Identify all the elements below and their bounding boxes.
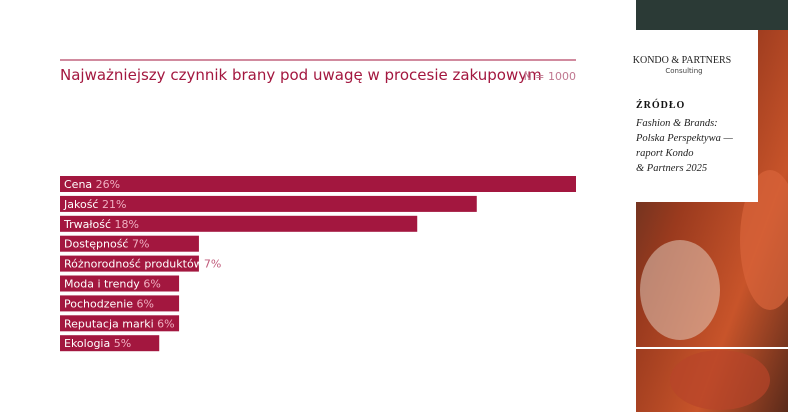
value-label: 7% — [132, 238, 149, 251]
chart-title: Najważniejszy czynnik brany pod uwagę w … — [60, 66, 542, 84]
category-label: Trwałość — [63, 218, 111, 231]
bar-label: Ekologia 5% — [64, 337, 131, 350]
bar — [60, 335, 160, 352]
bar-label: Dostępność 7% — [64, 238, 149, 251]
value-label: 6% — [157, 317, 174, 330]
bar — [60, 315, 180, 332]
category-label: Ekologia — [64, 337, 110, 350]
bar-label: Cena 26% — [64, 178, 120, 191]
value-label: 6% — [143, 278, 160, 291]
bar — [60, 275, 180, 292]
bar — [60, 176, 576, 192]
value-label: 26% — [96, 178, 120, 191]
bar-label: Pochodzenie 6% — [64, 297, 154, 310]
bar — [60, 295, 180, 312]
bar-label: Trwałość 18% — [63, 218, 139, 231]
bar-label: Reputacja marki 6% — [64, 317, 175, 330]
source-text: Fashion & Brands: Polska Perspektywa — rap… — [635, 118, 733, 174]
value-label: 7% — [204, 258, 221, 271]
bar — [60, 195, 477, 212]
bar-label: Różnorodność produktów — [64, 258, 203, 271]
bar — [60, 255, 199, 272]
bars: Cena 26% Jakość 21% Trwałość 18% Dostępność… — [60, 176, 576, 352]
category-label: Dostępność — [64, 238, 128, 251]
value-label: 21% — [102, 198, 126, 211]
bar-label: Jakość 21% — [63, 198, 126, 211]
source-line: Polska Perspektywa — — [635, 133, 733, 144]
source-line: raport Kondo — [636, 148, 693, 159]
value-label: 6% — [137, 297, 154, 310]
category-label: Jakość — [63, 198, 98, 211]
source-line: Fashion & Brands: — [635, 118, 718, 129]
category-label: Pochodzenie — [64, 297, 133, 310]
category-label: Reputacja marki — [64, 317, 154, 330]
category-label: Różnorodność produktów — [64, 258, 203, 271]
bar — [60, 235, 199, 252]
source-line: & Partners 2025 — [636, 163, 707, 174]
category-label: Cena — [64, 178, 92, 191]
value-label: 5% — [114, 337, 131, 350]
bar-label: Moda i trendy 6% — [64, 278, 161, 291]
category-label: Moda i trendy — [64, 278, 140, 291]
source-card — [636, 30, 758, 202]
source-heading: ŹRÓDŁO — [636, 99, 685, 111]
bar — [60, 215, 418, 232]
brand: KONDO & PARTNERS — [633, 55, 732, 66]
sample-note: N = 1000 — [524, 70, 576, 83]
brand-sub: Consulting — [665, 67, 702, 75]
value-label: 18% — [115, 218, 139, 231]
